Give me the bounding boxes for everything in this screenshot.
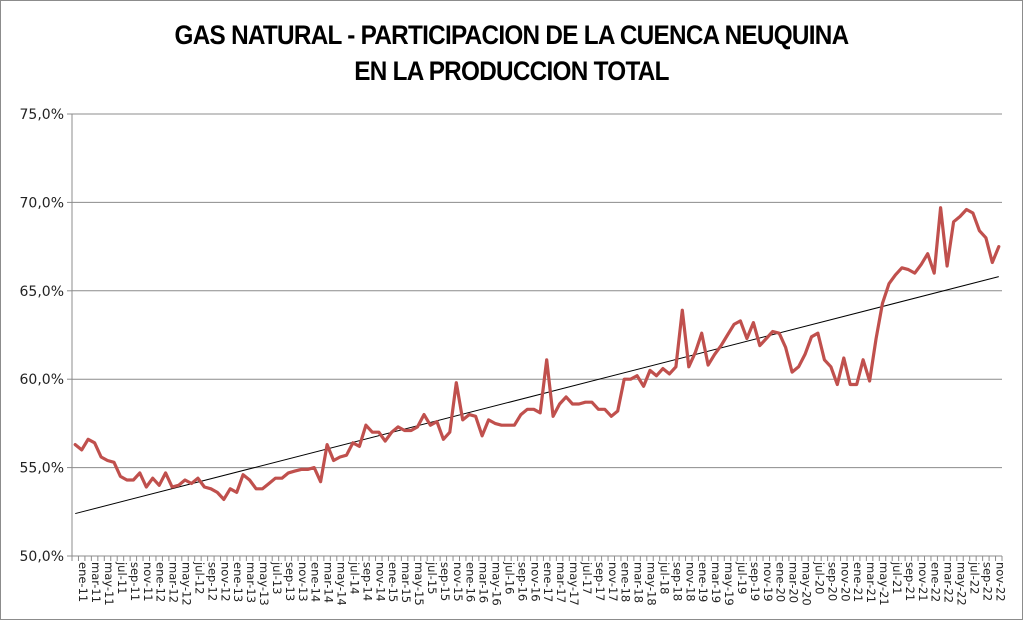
chart-subtitle: EN LA PRODUCCION TOTAL <box>354 56 669 86</box>
y-tick-label: 55,0% <box>20 461 64 477</box>
x-tick-label: mar-19 <box>709 562 723 603</box>
x-tick-label: nov-15 <box>451 562 465 602</box>
x-tick-label: nov-12 <box>218 562 232 602</box>
x-tick-label: may-13 <box>257 562 271 606</box>
x-tick-label: sep-21 <box>903 562 917 601</box>
x-tick-label: ene-15 <box>386 562 400 602</box>
x-tick-label: jul-12 <box>192 561 206 594</box>
series-line <box>73 206 1001 501</box>
x-axis-ticks: ene-11mar-11may-11jul-11sep-11nov-11ene-… <box>71 556 1007 606</box>
x-tick-label: sep-16 <box>515 562 529 601</box>
x-tick-label: mar-14 <box>322 562 336 603</box>
x-tick-label: nov-14 <box>373 562 387 602</box>
chart-title: GAS NATURAL - PARTICIPACION DE LA CUENCA… <box>174 20 850 50</box>
x-tick-label: mar-16 <box>477 562 491 603</box>
x-tick-label: mar-18 <box>632 562 646 603</box>
x-tick-label: mar-17 <box>554 562 568 603</box>
x-tick-label: mar-22 <box>942 562 956 603</box>
x-tick-label: nov-21 <box>916 562 930 602</box>
x-tick-label: nov-20 <box>838 562 852 602</box>
y-tick-label: 65,0% <box>20 284 64 300</box>
x-tick-label: sep-12 <box>205 562 219 601</box>
x-tick-label: ene-21 <box>851 562 865 602</box>
y-axis-ticks: 50,0% 55,0% 60,0% 65,0% 70,0% 75,0% <box>20 107 72 565</box>
x-tick-label: sep-17 <box>593 562 607 601</box>
x-tick-label: mar-15 <box>399 562 413 603</box>
x-tick-label: sep-14 <box>360 562 374 601</box>
x-tick-label: nov-19 <box>761 562 775 602</box>
x-tick-label: jul-16 <box>502 561 516 594</box>
x-tick-label: jul-20 <box>812 561 826 594</box>
x-tick-label: nov-16 <box>528 562 542 602</box>
y-tick-label: 60,0% <box>20 372 64 388</box>
x-tick-label: may-20 <box>800 562 814 606</box>
x-tick-label: may-21 <box>877 562 891 606</box>
x-tick-label: nov-17 <box>606 562 620 602</box>
x-tick-label: sep-20 <box>825 562 839 601</box>
x-tick-label: sep-19 <box>748 562 762 601</box>
x-tick-label: jul-11 <box>115 561 129 594</box>
trendline <box>75 276 999 515</box>
x-tick-label: may-11 <box>102 562 116 606</box>
x-tick-label: nov-13 <box>296 562 310 602</box>
x-tick-label: ene-20 <box>774 562 788 602</box>
x-tick-label: nov-22 <box>993 562 1007 602</box>
x-tick-label: ene-16 <box>464 562 478 602</box>
y-tick-label: 50,0% <box>20 549 64 565</box>
x-tick-label: may-18 <box>645 562 659 606</box>
x-tick-label: sep-15 <box>438 562 452 601</box>
x-tick-label: ene-14 <box>309 562 323 602</box>
x-tick-label: jul-14 <box>347 561 361 594</box>
x-tick-label: mar-21 <box>864 562 878 603</box>
x-tick-label: may-17 <box>567 562 581 606</box>
x-tick-label: sep-11 <box>128 562 142 601</box>
x-tick-label: may-19 <box>722 562 736 606</box>
x-tick-label: jul-15 <box>425 561 439 594</box>
x-tick-label: jul-18 <box>657 561 671 594</box>
x-tick-label: ene-17 <box>541 562 555 602</box>
x-tick-label: jul-13 <box>270 561 284 594</box>
x-tick-label: ene-13 <box>231 562 245 602</box>
x-tick-label: may-22 <box>955 562 969 606</box>
x-tick-label: sep-13 <box>283 562 297 601</box>
x-tick-label: jul-21 <box>890 561 904 594</box>
x-tick-label: ene-18 <box>619 562 633 602</box>
x-tick-label: sep-22 <box>980 562 994 601</box>
x-tick-label: mar-13 <box>244 562 258 603</box>
gridlines <box>72 113 1002 469</box>
x-tick-label: mar-12 <box>167 562 181 603</box>
x-tick-label: nov-11 <box>141 562 155 602</box>
x-tick-label: jul-22 <box>967 561 981 594</box>
x-tick-label: ene-22 <box>929 562 943 602</box>
series-layer <box>73 206 1001 501</box>
x-tick-label: may-15 <box>412 562 426 606</box>
y-tick-label: 70,0% <box>20 195 64 211</box>
x-tick-label: ene-19 <box>696 562 710 602</box>
x-tick-label: may-12 <box>180 562 194 606</box>
x-tick-label: mar-11 <box>89 562 103 603</box>
x-tick-label: sep-18 <box>670 562 684 601</box>
x-tick-label: nov-18 <box>683 562 697 602</box>
y-tick-label: 75,0% <box>20 107 64 123</box>
x-tick-label: ene-12 <box>154 562 168 602</box>
x-tick-label: mar-20 <box>787 562 801 603</box>
x-tick-label: may-16 <box>490 562 504 606</box>
x-tick-label: jul-17 <box>580 561 594 594</box>
x-tick-label: jul-19 <box>735 561 749 594</box>
x-tick-label: ene-11 <box>76 562 90 602</box>
x-tick-label: may-14 <box>335 562 349 606</box>
trendline-layer <box>75 276 999 515</box>
